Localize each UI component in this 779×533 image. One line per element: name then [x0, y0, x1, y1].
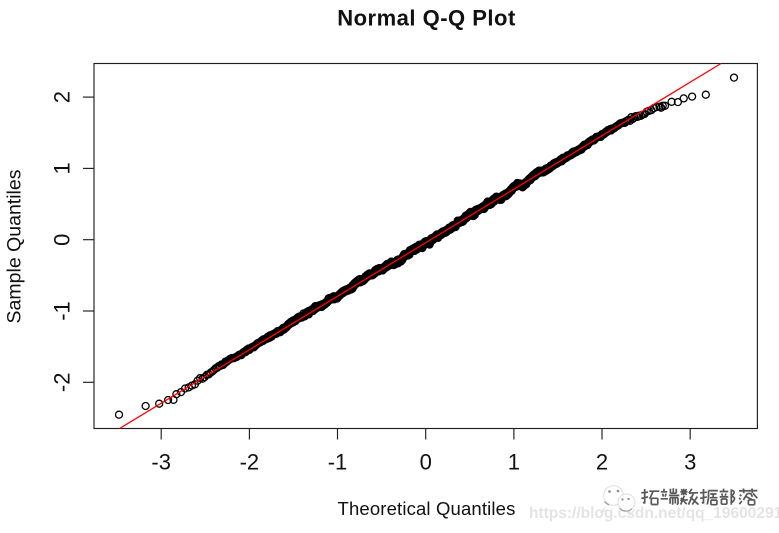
svg-text:0: 0	[50, 234, 75, 246]
svg-text:-1: -1	[328, 450, 348, 475]
svg-text:3: 3	[684, 450, 696, 475]
svg-text:Theoretical Quantiles: Theoretical Quantiles	[338, 498, 516, 519]
svg-text:1: 1	[508, 450, 520, 475]
svg-text:-2: -2	[50, 373, 75, 393]
svg-text:-2: -2	[240, 450, 260, 475]
svg-text:2: 2	[596, 450, 608, 475]
svg-text:Normal Q-Q Plot: Normal Q-Q Plot	[337, 6, 516, 31]
svg-text:1: 1	[50, 162, 75, 174]
svg-text:2: 2	[50, 91, 75, 103]
svg-text:https://blog.csdn.net/qq_19600: https://blog.csdn.net/qq_19600291	[529, 505, 779, 522]
svg-text:0: 0	[420, 450, 432, 475]
svg-text:-1: -1	[50, 301, 75, 321]
svg-text:-3: -3	[151, 450, 171, 475]
svg-text:Sample Quantiles: Sample Quantiles	[4, 169, 26, 323]
